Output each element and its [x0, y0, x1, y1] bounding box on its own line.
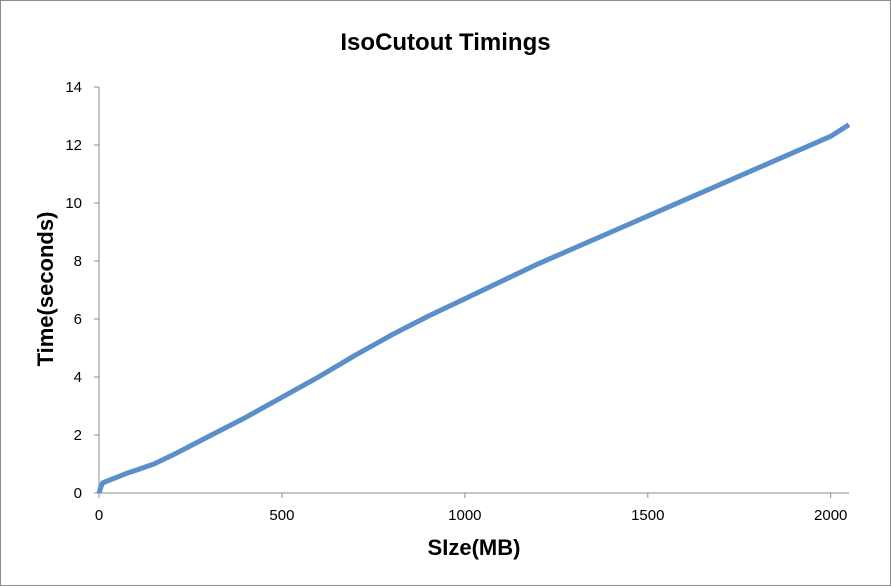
x-tick-label: 1000: [448, 507, 481, 524]
series-group: [96, 122, 851, 494]
x-axis-label: SIze(MB): [427, 535, 521, 560]
y-axis-label: Time(seconds): [33, 211, 58, 367]
x-tick-label: 0: [95, 507, 103, 524]
x-tick-label: 1500: [631, 507, 664, 524]
y-tick-label: 4: [74, 369, 82, 386]
x-tick-label: 500: [269, 507, 294, 524]
series-line: [96, 122, 851, 494]
ticks-group: 0 2 4 6 8 10 12 14 0 500 1000 1500 2000: [65, 79, 847, 524]
y-tick-label: 14: [65, 79, 82, 96]
y-tick-label: 0: [74, 485, 82, 502]
y-tick-label: 6: [74, 311, 82, 328]
axes-group: [98, 87, 849, 494]
y-tick-label: 2: [74, 427, 82, 444]
y-tick-label: 10: [65, 195, 82, 212]
y-tick-label: 8: [74, 253, 82, 270]
y-tick-label: 12: [65, 137, 82, 154]
chart-title: IsoCutout Timings: [340, 29, 551, 56]
x-tick-label: 2000: [814, 507, 847, 524]
